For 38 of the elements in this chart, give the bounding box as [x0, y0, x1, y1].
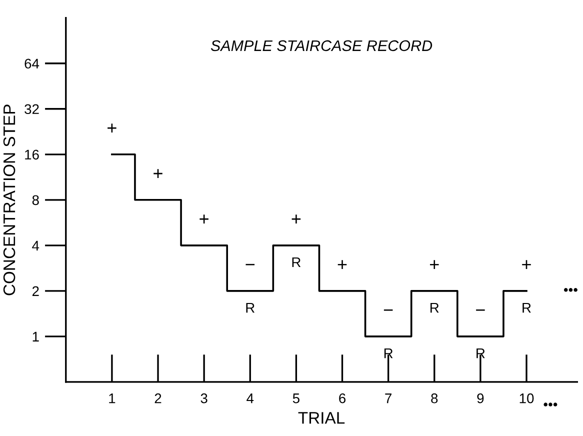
- annotation: R: [522, 303, 531, 313]
- y-tick-label: 2: [32, 286, 39, 296]
- annotation: +: [430, 260, 439, 269]
- x-tick-label: 4: [246, 394, 254, 404]
- annotation: R: [476, 348, 485, 358]
- annotation: R: [246, 303, 254, 313]
- annotation: +: [292, 214, 301, 224]
- y-axis-title: CONCENTRATION STEP: [3, 104, 16, 296]
- x-tick-label: 10: [520, 393, 534, 404]
- annotation: −: [384, 309, 393, 311]
- annotation: •••: [564, 288, 578, 292]
- annotation: +: [200, 214, 208, 224]
- annotation: R: [430, 303, 439, 313]
- annotation: +: [522, 260, 531, 269]
- x-tick-label: 2: [154, 393, 162, 404]
- annotation: −: [476, 309, 485, 311]
- annotation: R: [292, 258, 301, 268]
- annotation: R: [384, 348, 393, 358]
- y-tick-label: 32: [24, 104, 39, 114]
- y-tick-label: 64: [24, 58, 40, 69]
- annotation: +: [154, 169, 162, 178]
- x-tick-label: 3: [200, 393, 208, 404]
- y-tick-label: 1: [32, 332, 39, 342]
- x-tick-label: 7: [385, 394, 392, 404]
- text: SAMPLE STAIRCASE RECORD: [210, 40, 432, 52]
- x-tick-label: 8: [431, 393, 438, 404]
- text: •••: [544, 402, 558, 406]
- annotation: +: [108, 124, 116, 132]
- x-tick-label: 1: [109, 394, 116, 404]
- y-tick-label: 4: [32, 240, 40, 250]
- y-tick-label: 16: [25, 150, 39, 160]
- x-tick-label: 5: [292, 394, 300, 404]
- annotation: −: [246, 264, 255, 266]
- x-tick-label: 6: [339, 393, 346, 404]
- y-tick-label: 8: [32, 195, 39, 206]
- annotation: +: [338, 260, 347, 269]
- x-tick-label: 9: [477, 393, 484, 404]
- x-axis-title: TRIAL: [298, 412, 345, 424]
